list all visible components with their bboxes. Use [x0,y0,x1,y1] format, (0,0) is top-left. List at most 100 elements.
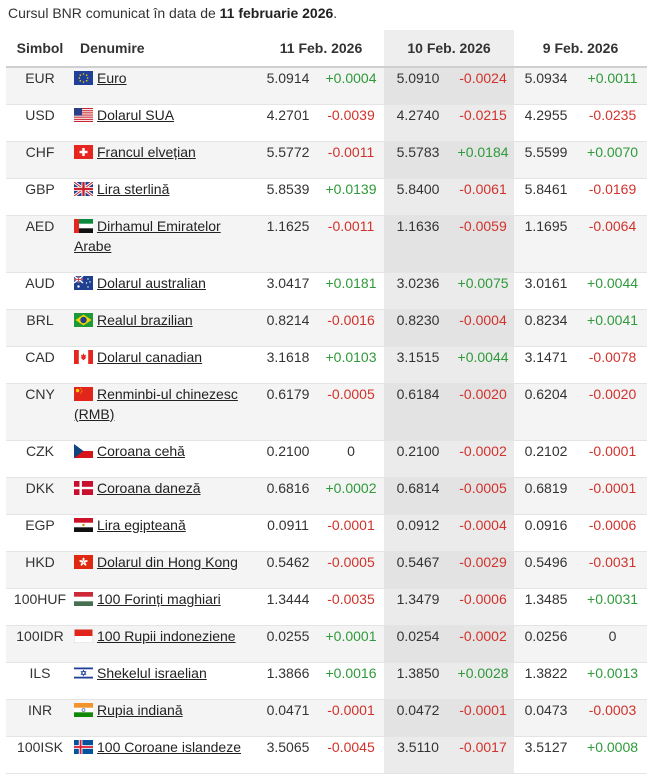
table-row: HKD Dolarul din Hong Kong 0.5462 -0.0005… [6,551,648,589]
change-day2: -0.0005 [452,477,515,515]
table-row: GBP Lira sterlină 5.8539 +0.0139 5.8400 … [6,178,648,216]
currency-name-link[interactable]: Dolarul din Hong Kong [97,553,238,570]
rate-day1: 0.6816 [258,477,318,515]
hu-flag-icon [74,591,93,606]
change-day1: -0.0016 [318,309,385,347]
rate-day3: 1.3822 [514,662,579,700]
header-day2[interactable]: 10 Feb. 2026 [384,30,515,68]
rate-day3: 0.8234 [514,309,579,347]
rate-day3: 5.8461 [514,178,579,216]
rate-day3: 1.1695 [514,215,579,273]
table-row: ILS Shekelul israelian 1.3866 +0.0016 1.… [6,662,648,700]
ae-flag-icon [74,218,93,233]
rate-day2: 0.0912 [384,514,453,552]
currency-symbol: GBP [6,178,74,216]
currency-name-link[interactable]: Coroana cehă [97,442,185,459]
eu-flag-icon [74,71,93,85]
table-row: BRL Realul brazilian 0.8214 -0.0016 0.82… [6,309,648,347]
change-day2: -0.0061 [452,178,515,216]
currency-symbol: 100IDR [6,625,74,663]
currency-symbol: EUR [6,67,74,105]
rate-day2: 3.0236 [384,272,453,310]
ch-flag-icon [74,144,93,159]
id-flag-icon [74,628,93,643]
currency-symbol: AED [6,215,74,273]
change-day1: +0.0181 [318,272,385,310]
change-day3: +0.0044 [578,272,648,310]
rate-day3: 0.0256 [514,625,579,663]
change-day2: -0.0215 [452,104,515,142]
table-row: CNY Renminbi-ul chinezesc (RMB) 0.6179 -… [6,383,648,441]
rate-day1: 3.0417 [258,272,318,310]
header-day1[interactable]: 11 Feb. 2026 [258,30,385,68]
currency-name-link[interactable]: Renminbi-ul chinezesc (RMB) [74,385,238,422]
rate-day3: 0.5496 [514,551,579,589]
rate-day1: 5.8539 [258,178,318,216]
in-flag-icon [74,702,93,717]
currency-name-link[interactable]: Shekelul israelian [97,664,207,681]
currency-name-link[interactable]: Francul elvețian [97,143,196,160]
currency-name-link[interactable]: 100 Rupii indoneziene [97,627,236,644]
change-day2: +0.0028 [452,662,515,700]
table-row: 100ISK 100 Coroane islandeze 3.5065 -0.0… [6,736,648,774]
table-row: CAD Dolarul canadian 3.1618 +0.0103 3.15… [6,346,648,384]
change-day1: -0.0035 [318,588,385,626]
table-row: AED Dirhamul Emiratelor Arabe 1.1625 -0.… [6,215,648,273]
currency-symbol: CHF [6,141,74,179]
currency-symbol: CZK [6,440,74,478]
change-day3: -0.0169 [578,178,648,216]
currency-name-link[interactable]: Realul brazilian [97,311,193,328]
us-flag-icon [74,107,93,122]
change-day2: -0.0002 [452,440,515,478]
currency-name-link[interactable]: Rupia indiană [97,701,183,718]
change-day1: 0 [318,440,385,478]
table-row: CHF Francul elvețian 5.5772 -0.0011 5.57… [6,141,648,179]
table-row: USD Dolarul SUA 4.2701 -0.0039 4.2740 -0… [6,104,648,142]
rate-day1: 1.1625 [258,215,318,273]
change-day3: -0.0078 [578,346,648,384]
change-day2: +0.0184 [452,141,515,179]
currency-name-link[interactable]: 100 Coroane islandeze [97,738,241,755]
rate-day1: 0.8214 [258,309,318,347]
table-header-row: Simbol Denumire 11 Feb. 2026 10 Feb. 202… [6,30,648,68]
change-day3: -0.0006 [578,514,648,552]
change-day3: -0.0001 [578,477,648,515]
change-day3: -0.0031 [578,551,648,589]
rate-day1: 3.1618 [258,346,318,384]
currency-name-link[interactable]: Dolarul australian [97,274,206,291]
table-row: CZK Coroana cehă 0.2100 0 0.2100 -0.0002… [6,440,648,478]
currency-name-link[interactable]: Dolarul SUA [97,106,175,123]
currency-name-link[interactable]: Coroana daneză [97,479,201,496]
change-day1: -0.0005 [318,383,385,441]
header-day3[interactable]: 9 Feb. 2026 [514,30,648,68]
rate-day2: 3.5110 [384,736,453,774]
header-symbol[interactable]: Simbol [6,30,74,68]
rate-day2: 0.0472 [384,699,453,737]
change-day2: +0.0075 [452,272,515,310]
currency-name-link[interactable]: Dirhamul Emiratelor Arabe [74,217,221,254]
rate-day3: 0.0916 [514,514,579,552]
rate-day3: 0.6819 [514,477,579,515]
rate-day3: 5.0934 [514,67,579,105]
change-day2: -0.0020 [452,383,515,441]
change-day1: -0.0001 [318,514,385,552]
rate-day2: 5.5783 [384,141,453,179]
header-name[interactable]: Denumire [74,30,258,68]
change-day3: -0.0003 [578,699,648,737]
change-day2: -0.0029 [452,551,515,589]
currency-name-link[interactable]: Euro [97,70,127,86]
change-day1: -0.0001 [318,699,385,737]
rate-day1: 0.5462 [258,551,318,589]
currency-name-link[interactable]: Dolarul canadian [97,348,203,365]
currency-name-link[interactable]: Lira egipteană [97,516,186,533]
rate-day2: 5.0910 [384,67,453,105]
rate-day1: 1.3444 [258,588,318,626]
rate-day3: 0.6204 [514,383,579,441]
rate-day1: 0.0471 [258,699,318,737]
hk-flag-icon [74,554,93,569]
currency-name-link[interactable]: 100 Forinți maghiari [97,590,221,607]
change-day1: -0.0011 [318,215,385,273]
currency-symbol: CNY [6,383,74,441]
exchange-rates-table: Simbol Denumire 11 Feb. 2026 10 Feb. 202… [6,30,648,774]
currency-name-link[interactable]: Lira sterlină [97,180,170,197]
